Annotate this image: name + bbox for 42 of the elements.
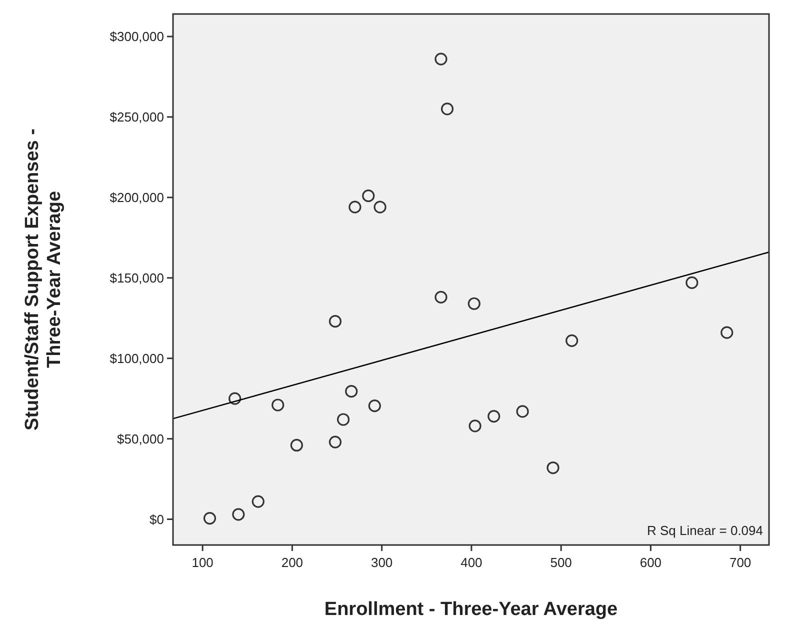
x-tick-label: 100 [192, 555, 214, 570]
point [232, 508, 245, 521]
x-tick-label: 400 [460, 555, 482, 570]
point [720, 326, 734, 339]
point [516, 405, 529, 418]
annotation: R Sq Linear = 0.094 [647, 523, 763, 538]
x-tick-label: 300 [370, 555, 393, 570]
point [345, 385, 358, 398]
point [203, 512, 216, 525]
point [328, 315, 342, 328]
y-tick-label: $0 [150, 512, 164, 527]
y-tick-label: $300,000 [110, 29, 164, 44]
point [252, 495, 264, 508]
point [488, 410, 500, 423]
x-tick-label: 600 [640, 555, 662, 570]
point [686, 276, 698, 290]
point [566, 334, 578, 347]
point [368, 400, 381, 412]
point [468, 297, 480, 310]
point [328, 436, 342, 448]
point [374, 200, 386, 214]
point [272, 398, 284, 412]
x-tick-label: 200 [281, 555, 304, 570]
y-axis-title: Student/Staff Support Expenses - Three-Year Average [22, 128, 65, 430]
point [468, 420, 482, 432]
point [228, 392, 242, 405]
point [440, 102, 454, 116]
point [434, 52, 448, 66]
point [336, 413, 350, 426]
y-tick-label: $250,000 [110, 110, 164, 125]
point [290, 438, 303, 452]
x-tick-label: 500 [550, 555, 572, 570]
point [434, 290, 448, 304]
x-axis-title: Enrollment - Three-Year Average [324, 599, 618, 620]
point [546, 461, 560, 474]
y-tick-label: $100,000 [110, 350, 164, 366]
y-tick-label: $50,000 [117, 431, 164, 446]
y-tick-label: $150,000 [110, 270, 164, 286]
x-tick-label: 700 [729, 555, 752, 570]
point [362, 190, 375, 202]
point [348, 200, 362, 214]
y-tick-label: $200,000 [110, 190, 164, 205]
